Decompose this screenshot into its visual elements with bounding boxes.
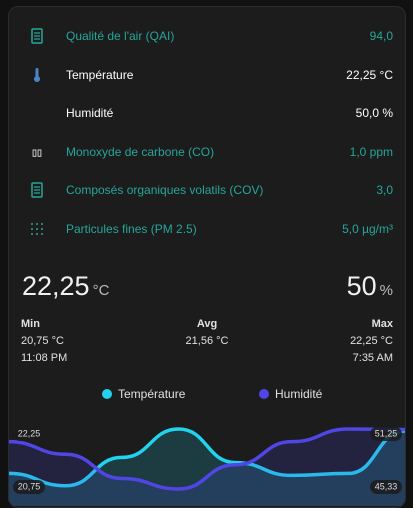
stat-value: 21,56 °C xyxy=(185,335,229,347)
entity-state: 5,0 µg/m³ xyxy=(342,221,393,236)
tick-label: 45,33 xyxy=(375,481,398,491)
card: 22,25 °C 50% 20,75 22,25 45,33 51,25 Qualité… xyxy=(8,6,406,508)
entity-name: Composés organiques volatils (COV) xyxy=(66,183,264,197)
graph: 20,75 22,25 45,33 51,25 xyxy=(9,427,405,506)
legend-label: Humidité xyxy=(275,387,323,401)
stat: Min 20,75 °C 11:08 PM xyxy=(21,316,67,367)
entity-name: Particules fines (PM 2.5) xyxy=(66,221,197,236)
legend-label: Température xyxy=(118,387,186,401)
stat: Max 22,25 °C 7:35 AM xyxy=(350,316,393,367)
entity-icon xyxy=(29,182,45,198)
entity-icon: ▯▯ xyxy=(29,144,45,160)
entity-name: Température xyxy=(66,67,134,82)
icon: ▯▯ xyxy=(32,147,42,157)
entity-state: 1,0 ppm xyxy=(349,144,393,159)
legend-dot xyxy=(259,389,269,399)
stat-value: 20,75 °C xyxy=(21,335,64,347)
entity-icon xyxy=(29,28,45,44)
entity-name: Monoxyde de carbone (CO) xyxy=(66,144,215,159)
tick-label: 22,25 xyxy=(18,428,41,438)
entity-state: 3,0 xyxy=(376,183,393,197)
entity-name: Humidité xyxy=(66,106,114,120)
area xyxy=(9,429,405,506)
legend-item: Humidité xyxy=(259,387,322,401)
entity-name: Qualité de l'air (QAI) xyxy=(66,29,175,43)
stat-time: 11:08 PM xyxy=(21,352,68,364)
stat-value: 22,25 °C xyxy=(350,335,393,347)
entity-icon xyxy=(29,221,45,237)
big-hum: 50% xyxy=(347,271,393,302)
humidity: 50 xyxy=(346,271,377,301)
stat-label: Avg xyxy=(196,318,218,330)
tick-label: 51,25 xyxy=(375,428,398,438)
humidity-unit: % xyxy=(379,282,393,299)
entity-state: 94,0 xyxy=(369,29,393,43)
svg-text:▯▯: ▯▯ xyxy=(32,147,42,157)
line xyxy=(9,427,405,488)
entity-icon xyxy=(29,105,45,121)
icon xyxy=(29,105,45,121)
big-temp: 22,25 °C xyxy=(22,271,109,302)
icon xyxy=(31,28,43,44)
temperature-unit: °C xyxy=(92,282,110,299)
tick-pill xyxy=(13,427,45,441)
line xyxy=(9,427,405,491)
tick-pill xyxy=(370,480,402,494)
tick-pill xyxy=(370,427,402,441)
tick-label: 20,75 xyxy=(18,481,41,491)
temperature: 22,25 xyxy=(22,271,90,301)
stat-label: Max xyxy=(371,318,393,330)
legend-dot xyxy=(102,389,112,399)
entity-state: 50,0 % xyxy=(355,106,393,120)
legend-item: Température xyxy=(102,387,185,401)
tick-pill xyxy=(13,480,45,494)
area xyxy=(9,429,405,506)
stat-time: 7:35 AM xyxy=(352,352,393,364)
icon xyxy=(31,222,43,235)
stat-label: Min xyxy=(21,318,40,330)
icon xyxy=(34,67,40,82)
icon xyxy=(31,182,43,198)
entity-state: 22,25 °C xyxy=(346,67,393,82)
stat: Avg 21,56 °C xyxy=(186,316,229,350)
entity-icon xyxy=(29,67,45,83)
